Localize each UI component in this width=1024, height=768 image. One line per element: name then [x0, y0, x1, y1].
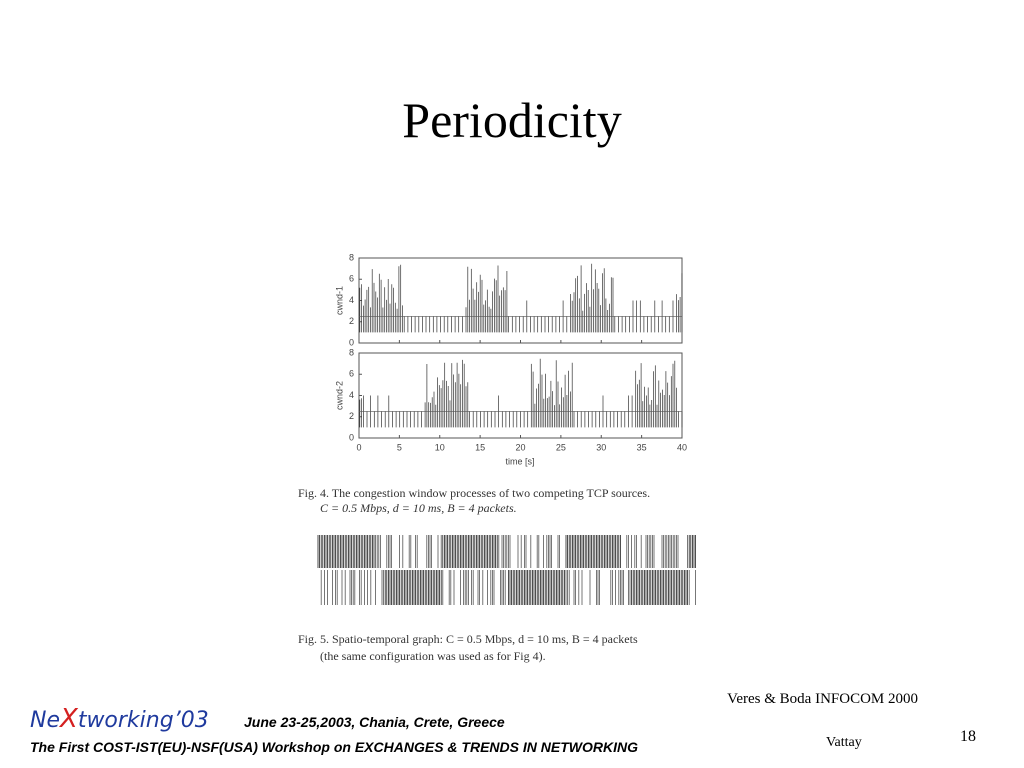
y-tick-label: 0 — [349, 337, 354, 347]
y-tick-label: 8 — [349, 252, 354, 262]
y-tick-label: 4 — [349, 390, 354, 400]
x-tick-label: 25 — [556, 442, 566, 452]
x-tick-label: 20 — [515, 442, 525, 452]
y-tick-label: 0 — [349, 432, 354, 442]
citation: Veres & Boda INFOCOM 2000 — [727, 691, 918, 707]
cwnd-trace — [359, 263, 683, 333]
footer-workshop: The First COST-IST(EU)-NSF(USA) Workshop… — [30, 739, 638, 755]
slide-title: Periodicity — [402, 92, 621, 148]
x-tick-label: 40 — [677, 442, 687, 452]
caption: Fig. 5. Spatio-temporal graph: C = 0.5 M… — [298, 632, 638, 646]
footer-dates: June 23-25,2003, Chania, Crete, Greece — [244, 714, 505, 730]
caption: Fig. 4. The congestion window processes … — [298, 486, 650, 500]
y-tick-label: 8 — [349, 347, 354, 357]
logo: NeXtworking’03 — [30, 704, 209, 734]
x-tick-label: 5 — [397, 442, 402, 452]
caption: C = 0.5 Mbps, d = 10 ms, B = 4 packets. — [320, 501, 517, 515]
y-label: cwnd-2 — [334, 381, 344, 410]
x-tick-label: 30 — [596, 442, 606, 452]
logo-part: Ne — [30, 708, 60, 733]
plot-frame — [358, 257, 683, 344]
x-tick-label: 0 — [356, 442, 361, 452]
y-tick-label: 6 — [349, 274, 354, 284]
x-tick-label: 35 — [637, 442, 647, 452]
x-tick-label: 15 — [475, 442, 485, 452]
y-tick-label: 4 — [349, 295, 354, 305]
x-label: time [s] — [505, 456, 534, 466]
logo-part: X — [58, 704, 79, 734]
caption: (the same configuration was used as for … — [320, 649, 546, 663]
y-label: cwnd-1 — [334, 286, 344, 315]
y-tick-label: 2 — [349, 316, 354, 326]
cwnd-trace — [359, 358, 683, 428]
x-tick-label: 10 — [435, 442, 445, 452]
footer-author: Vattay — [826, 735, 862, 750]
spatio-temporal-graph — [317, 535, 696, 605]
logo-part: tworking’03 — [78, 708, 209, 733]
y-tick-label: 2 — [349, 411, 354, 421]
y-tick-label: 6 — [349, 369, 354, 379]
page-number: 18 — [960, 728, 976, 745]
